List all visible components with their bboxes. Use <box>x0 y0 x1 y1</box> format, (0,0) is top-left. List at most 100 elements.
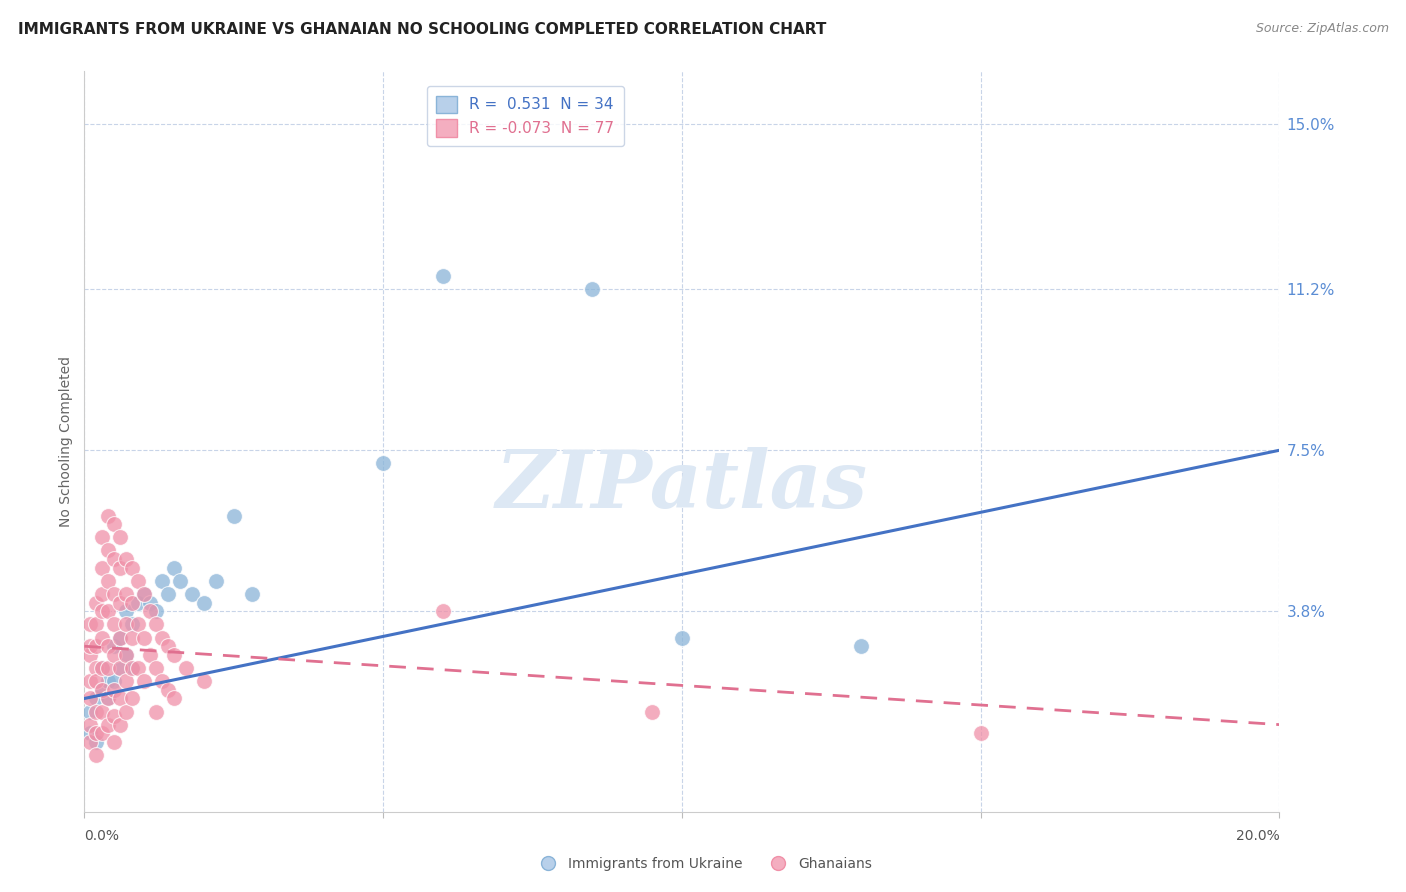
Point <box>103 587 125 601</box>
Y-axis label: No Schooling Completed: No Schooling Completed <box>59 356 73 527</box>
Point <box>110 691 132 706</box>
Point <box>132 674 156 689</box>
Text: Source: ZipAtlas.com: Source: ZipAtlas.com <box>1256 22 1389 36</box>
Point <box>110 530 132 544</box>
Point <box>97 661 120 675</box>
Point <box>121 561 143 575</box>
Point <box>115 552 138 566</box>
Point <box>115 648 138 662</box>
Point <box>79 639 101 653</box>
Point <box>145 705 167 719</box>
Point <box>373 456 395 470</box>
Point <box>103 552 125 566</box>
Point <box>121 661 143 675</box>
Point <box>132 587 156 601</box>
Point <box>91 587 114 601</box>
Point <box>157 682 180 697</box>
Point <box>121 631 143 645</box>
Point <box>163 648 186 662</box>
Point <box>115 705 138 719</box>
Point <box>86 735 108 749</box>
Point <box>91 631 114 645</box>
Point <box>127 596 149 610</box>
Point <box>86 661 108 675</box>
Point <box>91 661 114 675</box>
Point <box>205 574 228 588</box>
Text: 0.0%: 0.0% <box>84 830 120 843</box>
Point <box>110 631 132 645</box>
Point <box>91 726 114 740</box>
Point <box>174 661 197 675</box>
Point <box>121 617 143 632</box>
Point <box>240 587 263 601</box>
Point <box>97 691 120 706</box>
Text: ZIPatlas: ZIPatlas <box>496 447 868 524</box>
Point <box>86 691 108 706</box>
Point <box>91 530 114 544</box>
Point <box>91 682 114 697</box>
Point <box>121 661 143 675</box>
Point <box>97 691 120 706</box>
Point <box>110 596 132 610</box>
Point <box>115 674 138 689</box>
Point <box>103 735 125 749</box>
Point <box>157 587 180 601</box>
Point <box>79 705 101 719</box>
Point <box>169 574 191 588</box>
Point <box>79 735 101 749</box>
Point <box>86 748 108 763</box>
Point <box>91 661 114 675</box>
Point <box>127 661 149 675</box>
Point <box>97 604 120 618</box>
Point <box>163 691 186 706</box>
Point <box>110 661 132 675</box>
Point <box>139 604 162 618</box>
Point <box>86 639 108 653</box>
Point <box>91 561 114 575</box>
Point <box>79 717 101 731</box>
Point <box>150 574 173 588</box>
Text: 20.0%: 20.0% <box>1236 830 1279 843</box>
Point <box>150 674 173 689</box>
Point <box>97 717 120 731</box>
Point <box>97 674 120 689</box>
Point <box>432 604 454 618</box>
Point <box>432 268 454 283</box>
Point <box>79 674 101 689</box>
Point <box>110 561 132 575</box>
Point <box>132 587 156 601</box>
Point <box>139 648 162 662</box>
Point <box>139 596 162 610</box>
Point <box>145 661 167 675</box>
Legend: R =  0.531  N = 34, R = -0.073  N = 77: R = 0.531 N = 34, R = -0.073 N = 77 <box>426 87 624 146</box>
Point <box>115 587 138 601</box>
Point <box>115 648 138 662</box>
Point <box>145 617 167 632</box>
Legend: Immigrants from Ukraine, Ghanaians: Immigrants from Ukraine, Ghanaians <box>529 851 877 876</box>
Point <box>181 587 204 601</box>
Point <box>103 674 125 689</box>
Point <box>121 691 143 706</box>
Point <box>91 604 114 618</box>
Point <box>97 543 120 558</box>
Point <box>103 617 125 632</box>
Text: IMMIGRANTS FROM UKRAINE VS GHANAIAN NO SCHOOLING COMPLETED CORRELATION CHART: IMMIGRANTS FROM UKRAINE VS GHANAIAN NO S… <box>18 22 827 37</box>
Point <box>127 617 149 632</box>
Point <box>91 705 114 719</box>
Point <box>641 705 664 719</box>
Point <box>86 726 108 740</box>
Point <box>103 682 125 697</box>
Point <box>86 617 108 632</box>
Point <box>103 648 125 662</box>
Point <box>86 705 108 719</box>
Point <box>115 617 138 632</box>
Point <box>91 682 114 697</box>
Point <box>110 661 132 675</box>
Point <box>103 517 125 532</box>
Point <box>157 639 180 653</box>
Point <box>110 717 132 731</box>
Point <box>671 631 693 645</box>
Point <box>79 648 101 662</box>
Point <box>86 674 108 689</box>
Point <box>145 604 167 618</box>
